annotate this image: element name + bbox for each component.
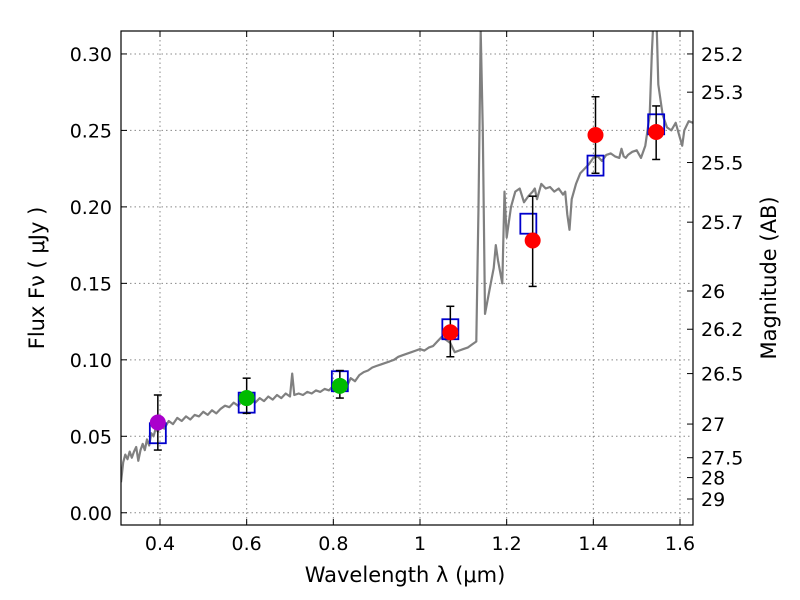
grid [121,31,693,525]
y2-tick-label: 26 [701,281,725,303]
y2-tick-label: 25.2 [701,44,743,66]
y2-axis-label: Magnitude (AB) [757,196,781,359]
y-tick-label: 0.00 [70,503,112,525]
photometry-point-green [331,377,348,394]
photometry-point-red [587,127,604,143]
y2-tick-label: 26.2 [701,319,743,341]
y2-tick-label: 26.5 [701,364,743,386]
y2-tick-label: 29 [701,489,725,511]
x-tick-label: 1.2 [492,533,522,555]
plot-background [121,31,693,525]
photometry-point-red [442,324,459,341]
data-layer [121,31,693,483]
y2-tick-label: 25.7 [701,212,743,234]
y2-tick-label: 27.5 [701,448,743,470]
y-axis-label: Flux Fν ( μJy ) [25,207,49,350]
y-tick-label: 0.25 [70,120,112,142]
y2-tick-label: 27 [701,414,725,436]
x-tick-label: 1 [414,533,426,555]
y2-tick-label: 25.5 [701,153,743,175]
x-tick-label: 0.6 [232,533,262,555]
y2-tick-label: 28 [701,468,725,490]
y-tick-label: 0.05 [70,426,112,448]
x-tick-label: 1.6 [665,533,695,555]
plot-frame [120,30,694,526]
photometry-point-green [238,390,255,407]
photometry-point-red [648,123,665,140]
x-axis-label: Wavelength λ (μm) [305,563,506,587]
x-tick-label: 0.8 [318,533,348,555]
ticks: 0.4 0.6 0.8 1 1.2 1.4 1.6 0.00 0.05 0.10 0.15 0.20 0… [70,31,743,555]
y-tick-label: 0.20 [70,197,112,219]
x-tick-label: 1.4 [578,533,608,555]
y2-tick-label: 25.3 [701,82,743,104]
y-tick-label: 0.30 [70,44,112,66]
y-tick-label: 0.10 [70,350,112,372]
model-flux-square [519,212,538,235]
x-tick-label: 0.4 [145,533,175,555]
photometry-point-red [524,232,541,249]
y-tick-label: 0.15 [70,273,112,295]
photometry-point-purple [149,414,166,431]
